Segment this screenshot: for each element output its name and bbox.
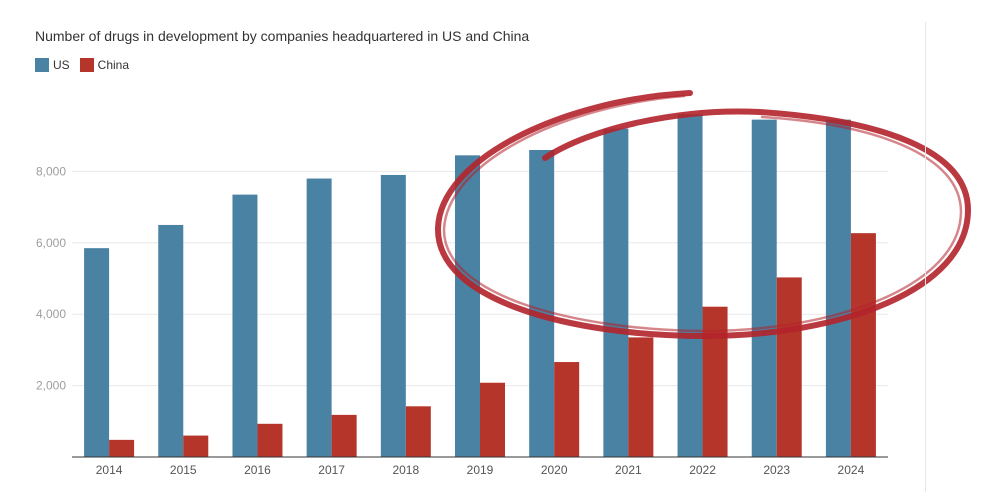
bar-us-2023 [751, 119, 777, 457]
x-tick-label: 2018 [392, 463, 419, 477]
x-tick-label: 2024 [838, 463, 865, 477]
x-tick-label: 2016 [244, 463, 271, 477]
y-tick-label: 8,000 [36, 164, 66, 178]
legend-item-china: China [79, 58, 130, 72]
bar-us-2016 [232, 194, 258, 458]
y-tick-label: 4,000 [36, 307, 66, 321]
bar-us-2018 [380, 174, 406, 457]
bar-us-2021 [603, 128, 629, 457]
chart-title: Number of drugs in development by compan… [35, 28, 530, 44]
bar-china-2014 [109, 439, 135, 457]
bar-china-2016 [257, 423, 283, 457]
annotation-ellipse-inner-stroke [442, 94, 963, 333]
legend-label-us: US [53, 58, 70, 72]
y-tick-label: 6,000 [36, 236, 66, 250]
bar-us-2017 [306, 178, 332, 458]
bar-china-2017 [331, 414, 357, 457]
y-tick-label: 2,000 [36, 379, 66, 393]
bar-china-2022 [702, 306, 728, 457]
x-tick-label: 2021 [615, 463, 642, 477]
bar-china-2019 [480, 382, 505, 457]
x-tick-label: 2020 [541, 463, 568, 477]
bar-china-2018 [405, 406, 431, 457]
legend-item-us: US [35, 58, 70, 72]
x-tick-label: 2023 [763, 463, 790, 477]
x-tick-label: 2019 [467, 463, 494, 477]
bar-china-2021 [628, 337, 654, 457]
bar-us-2020 [529, 149, 555, 458]
legend: US China [35, 58, 139, 72]
legend-swatch-china [79, 58, 94, 72]
x-tick-label: 2017 [318, 463, 345, 477]
bar-china-2020 [554, 362, 580, 457]
bar-china-2023 [776, 277, 802, 457]
frame-border [925, 22, 926, 492]
bar-china-2015 [183, 435, 209, 457]
bar-us-2014 [84, 248, 110, 457]
x-tick-label: 2014 [96, 463, 123, 477]
annotation-ellipse [434, 90, 972, 340]
bar-us-2024 [825, 119, 851, 457]
legend-swatch-us [35, 58, 49, 72]
bar-us-2015 [158, 224, 184, 457]
x-tick-label: 2022 [689, 463, 716, 477]
bar-us-2019 [455, 155, 480, 457]
legend-label-china: China [97, 58, 130, 72]
x-tick-label: 2015 [170, 463, 197, 477]
bar-china-2024 [850, 233, 876, 457]
bar-us-2022 [677, 114, 703, 457]
